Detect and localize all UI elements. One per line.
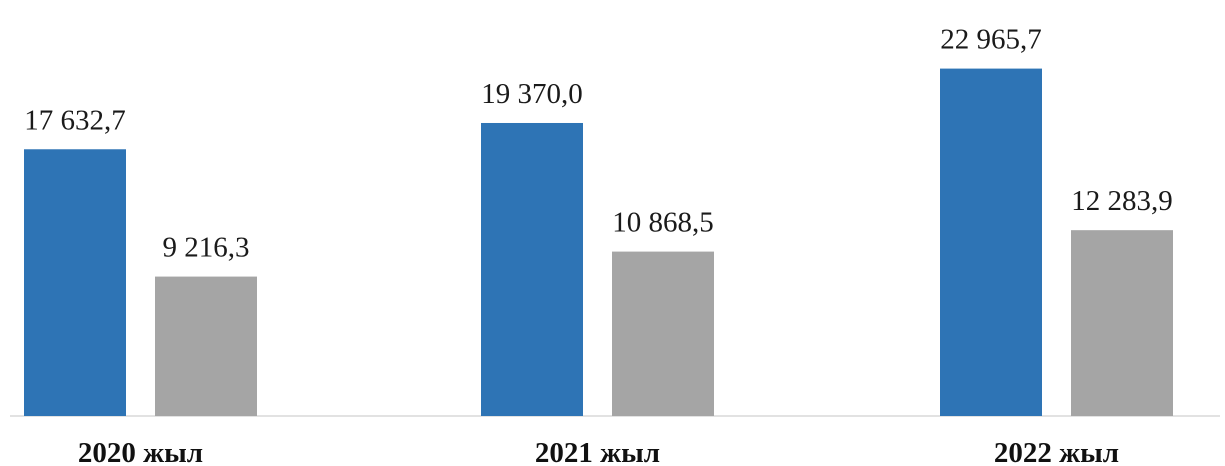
- bar-2022-series-1: [940, 68, 1042, 417]
- value-label-2020-series-1: 17 632,7: [24, 104, 126, 136]
- category-label-2022: 2022 жыл: [994, 437, 1119, 466]
- bars-group: [24, 68, 1173, 417]
- bar-2020-series-2: [155, 276, 257, 416]
- value-label-2021-series-1: 19 370,0: [481, 78, 583, 110]
- bar-2021-series-1: [481, 122, 583, 416]
- value-label-2022-series-2: 12 283,9: [1071, 185, 1173, 217]
- bar-2022-series-2: [1071, 230, 1173, 416]
- bar-2021-series-2: [612, 251, 714, 416]
- bar-2020-series-1: [24, 149, 126, 417]
- value-label-2021-series-2: 10 868,5: [612, 207, 714, 239]
- value-label-2022-series-1: 22 965,7: [940, 24, 1042, 56]
- value-labels-group: 17 632,7 9 216,3 19 370,0 10 868,5 22 965,7 1…: [24, 24, 1173, 264]
- category-label-2021: 2021 жыл: [535, 437, 660, 466]
- category-label-2020: 2020 жыл: [78, 437, 203, 466]
- category-labels-group: 2020 жыл 2021 жыл 2022 жыл: [78, 437, 1119, 466]
- value-label-2020-series-2: 9 216,3: [163, 232, 250, 264]
